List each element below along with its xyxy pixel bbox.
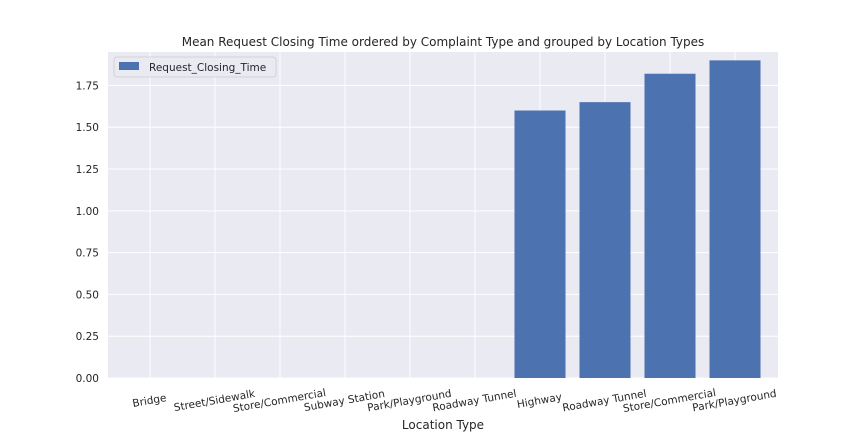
bar — [709, 60, 761, 378]
y-tick-label: 0.25 — [76, 331, 99, 343]
x-tick-label: Bridge — [132, 392, 168, 410]
x-axis-ticks: Bridge Street/SidewalkStore/CommercialSub… — [132, 387, 778, 415]
bar — [644, 73, 696, 378]
y-tick-label: 1.25 — [76, 164, 99, 176]
bar — [514, 110, 566, 378]
legend-box — [113, 56, 277, 78]
y-tick-label: 0.00 — [76, 373, 99, 385]
legend-swatch — [119, 62, 139, 70]
x-axis-label: Location Type — [402, 418, 484, 432]
x-tick-label: Highway — [516, 391, 563, 411]
y-tick-label: 1.00 — [76, 206, 99, 218]
legend: Request_Closing_Time — [113, 56, 277, 78]
y-tick-label: 1.50 — [76, 122, 99, 134]
legend-label: Request_Closing_Time — [149, 62, 266, 74]
y-tick-label: 0.75 — [76, 248, 99, 260]
y-tick-label: 0.50 — [76, 289, 99, 301]
y-tick-label: 1.75 — [76, 80, 99, 92]
bar — [579, 102, 631, 379]
bars — [514, 60, 761, 379]
chart-title: Mean Request Closing Time ordered by Com… — [182, 35, 705, 49]
y-axis-ticks: 0.00 0.25 0.50 0.75 1.00 1.25 1.50 1.75 — [76, 80, 99, 385]
